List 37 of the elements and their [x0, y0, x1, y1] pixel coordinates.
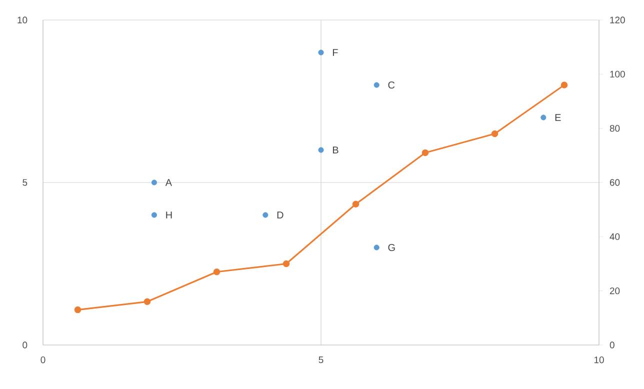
annotation: E: [555, 114, 561, 121]
y2-tick-label: 80: [610, 124, 620, 132]
x-tick-label: 5: [318, 356, 324, 364]
point: [374, 82, 380, 88]
point: [262, 212, 268, 218]
point: [213, 268, 220, 276]
point: [422, 149, 429, 156]
annotation: F: [332, 49, 338, 56]
annotation: D: [277, 212, 284, 218]
point: [318, 50, 324, 56]
point: [540, 114, 546, 120]
y-tick-label: 10: [18, 16, 28, 24]
y2-tick-label: 40: [610, 233, 620, 240]
point: [491, 130, 498, 138]
point: [151, 180, 157, 186]
y-tick-label: 5: [22, 179, 28, 186]
annotation: G: [388, 244, 395, 252]
y-tick-label: 0: [22, 342, 28, 348]
point: [352, 200, 360, 208]
y2-tick-label: 60: [610, 179, 620, 186]
y2-tick-label: 100: [610, 70, 625, 78]
point: [318, 147, 324, 153]
annotation: A: [165, 179, 172, 186]
point: [282, 260, 290, 268]
point: [144, 298, 151, 306]
annotation: B: [332, 146, 338, 154]
y2-tick-label: 120: [610, 16, 625, 24]
x-tick-label: 0: [40, 356, 46, 364]
y2-tick-label: 0: [610, 342, 614, 348]
x-tick-label: 10: [594, 356, 604, 364]
point: [74, 306, 82, 314]
annotation: C: [388, 81, 395, 89]
y2-tick-label: 20: [610, 287, 620, 294]
point: [151, 212, 157, 218]
point: [560, 82, 568, 88]
annotation: H: [166, 212, 172, 218]
point: [374, 244, 380, 250]
